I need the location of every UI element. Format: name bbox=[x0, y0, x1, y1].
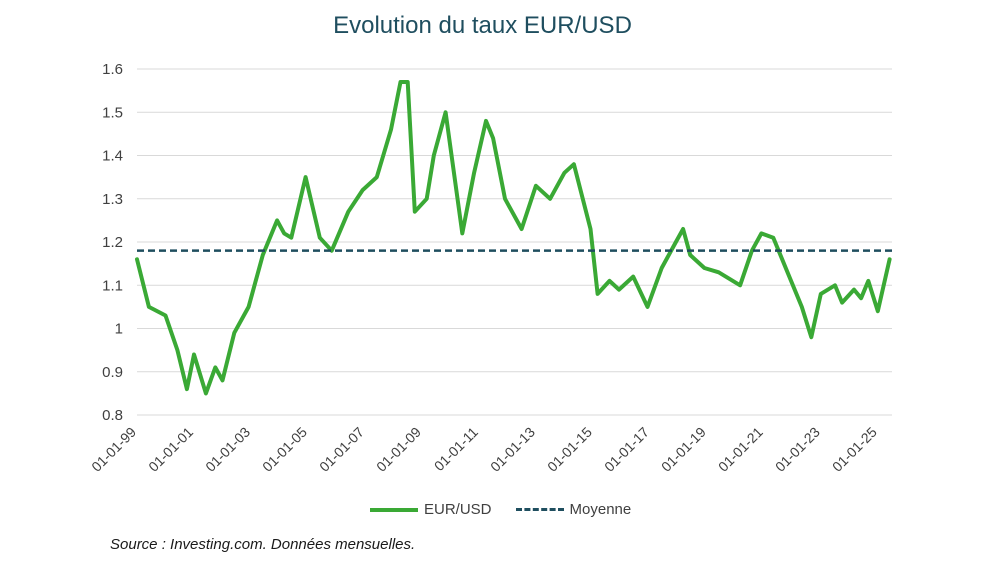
legend-item-moyenne: Moyenne bbox=[515, 501, 632, 518]
x-tick-label: 01-01-13 bbox=[487, 424, 538, 475]
eurusd-chart: 0.80.911.11.21.31.41.51.6 01-01-99 01-01-… bbox=[88, 61, 892, 475]
source-note: Source : Investing.com. Données mensuell… bbox=[110, 536, 416, 553]
y-tick-label: 1 bbox=[115, 321, 123, 338]
chart-title: Evolution du taux EUR/USD bbox=[333, 12, 632, 39]
x-tick-label: 01-01-99 bbox=[88, 424, 139, 475]
y-tick-label: 1.4 bbox=[102, 148, 123, 165]
legend-swatch-moyenne bbox=[515, 508, 564, 511]
series-line-eurusd bbox=[135, 80, 892, 396]
legend-label-eurusd: EUR/USD bbox=[424, 501, 492, 518]
x-tick-label: 01-01-19 bbox=[658, 424, 709, 475]
x-tick-label: 01-01-01 bbox=[145, 424, 196, 475]
y-tick-label: 1.6 bbox=[102, 61, 123, 78]
legend-swatch-eurusd bbox=[370, 507, 418, 512]
y-tick-label: 0.8 bbox=[102, 407, 123, 424]
x-tick-label: 01-01-23 bbox=[772, 424, 823, 475]
y-axis-ticks: 0.8 0.9 1 1.1 1.2 1.3 1.4 1.5 1.6 bbox=[102, 61, 123, 424]
gridlines bbox=[137, 68, 892, 416]
series-lines bbox=[135, 80, 892, 396]
x-tick-label: 01-01-21 bbox=[715, 424, 766, 475]
y-tick-label: 1.5 bbox=[102, 104, 123, 121]
x-tick-label: 01-01-05 bbox=[259, 424, 310, 475]
legend: EUR/USD Moyenne bbox=[370, 501, 631, 518]
x-tick-label: 01-01-07 bbox=[316, 424, 367, 475]
y-tick-label: 0.9 bbox=[102, 364, 123, 381]
x-tick-label: 01-01-15 bbox=[544, 424, 595, 475]
y-tick-label: 1.2 bbox=[102, 234, 123, 251]
legend-label-moyenne: Moyenne bbox=[569, 501, 632, 518]
x-tick-label: 01-01-03 bbox=[202, 424, 253, 475]
y-tick-label: 1.1 bbox=[102, 277, 123, 294]
x-tick-label: 01-01-25 bbox=[829, 424, 880, 475]
x-tick-label: 01-01-09 bbox=[373, 424, 424, 475]
x-axis-ticks: 01-01-99 01-01-01 01-01-03 01-01-05 01-01-07… bbox=[88, 424, 880, 475]
x-tick-label: 01-01-11 bbox=[431, 424, 481, 474]
legend-item-eurusd: EUR/USD bbox=[370, 501, 492, 518]
x-tick-label: 01-01-17 bbox=[601, 424, 652, 475]
y-tick-label: 1.3 bbox=[102, 191, 123, 208]
